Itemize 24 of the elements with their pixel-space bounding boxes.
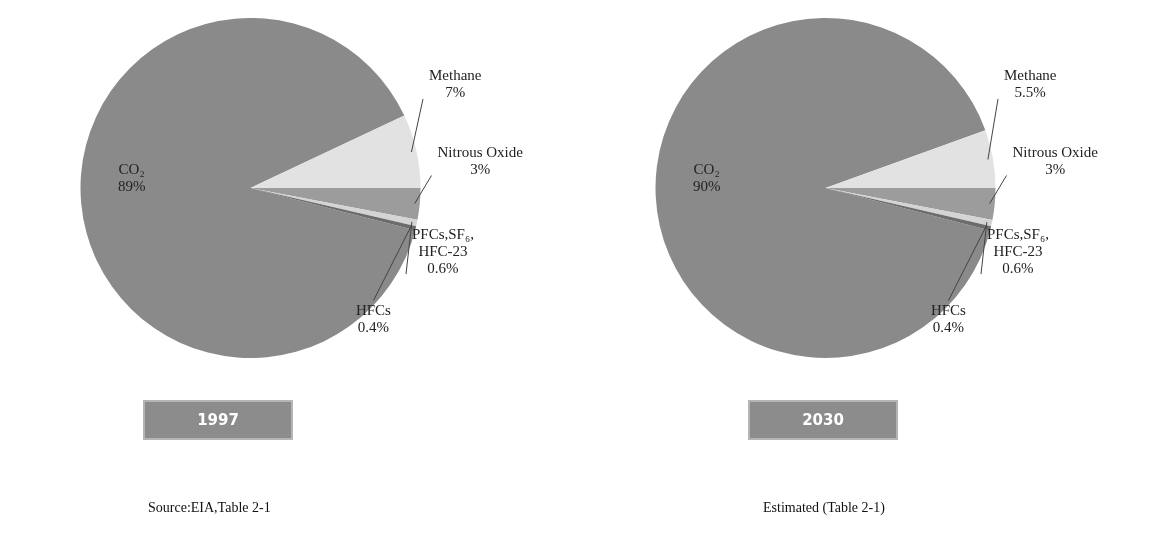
data-label: 7% — [445, 84, 466, 101]
slice-label: PFCs,SF₆, HFC-23 — [411, 225, 474, 259]
slice-label: HFCs — [930, 302, 967, 319]
text: 2030 — [748, 400, 898, 440]
data-label: 3% — [470, 160, 491, 177]
slice-label: CO₂ — [693, 160, 720, 177]
slice-label: Methane — [429, 67, 482, 84]
text: 1997 — [143, 400, 293, 440]
data-label: 0.6% — [427, 259, 459, 276]
data-label: 5.5% — [1014, 84, 1046, 101]
data-label: 89% — [117, 177, 146, 194]
data-label: 0.6% — [1002, 259, 1034, 276]
data-label: 90% — [692, 177, 721, 194]
slice-label: HFCs — [355, 302, 392, 319]
data-label: 3% — [1045, 160, 1066, 177]
slice-label: PFCs,SF₆, HFC-23 — [986, 225, 1049, 259]
text: Estimated (Table 2-1) — [763, 500, 886, 516]
source-note: Source:EIA,Table 2-1 — [148, 500, 272, 516]
slice-label: Nitrous Oxide — [437, 143, 524, 160]
slice-label: Methane — [1004, 67, 1057, 84]
slice-label: Nitrous Oxide — [1012, 143, 1099, 160]
data-label: 0.4% — [932, 319, 965, 336]
data-label: 0.4% — [357, 319, 390, 336]
slice-label: CO₂ — [118, 160, 145, 177]
